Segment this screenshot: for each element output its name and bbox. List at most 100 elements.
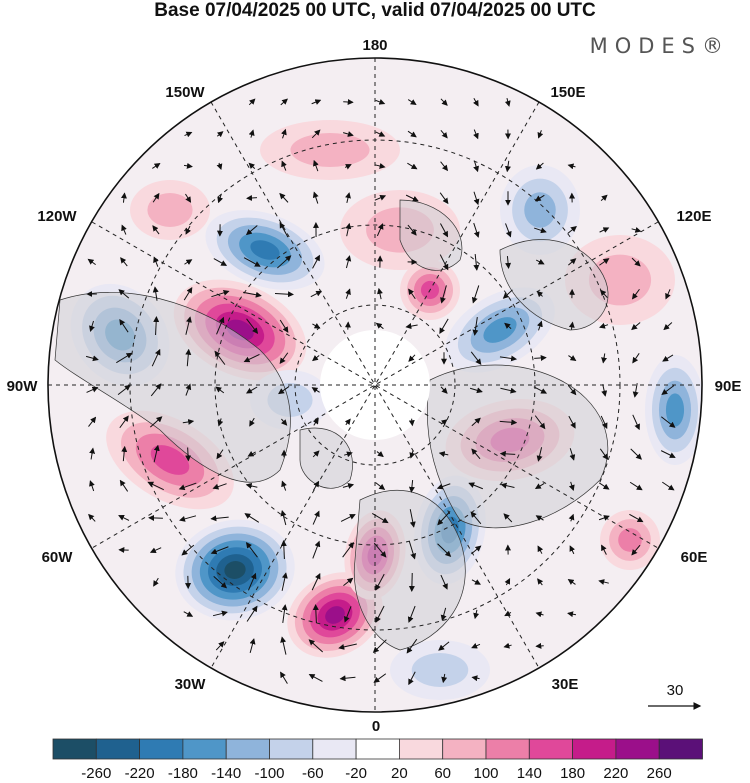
anomaly-contour	[290, 133, 370, 167]
wind-arrow	[375, 131, 386, 137]
wind-arrow	[504, 97, 511, 107]
modes-logo: MODES®	[589, 34, 730, 58]
wind-arrow	[373, 673, 387, 683]
colorbar-tick-label: -220	[125, 765, 155, 782]
wind-arrow	[631, 544, 641, 556]
wind-arrow	[119, 415, 129, 429]
wind-arrow	[504, 578, 511, 586]
wind-arrow	[598, 579, 609, 585]
lon-label-150w: 150W	[165, 84, 205, 101]
wind-arrow	[246, 605, 258, 622]
colorbar-swatch	[225, 738, 270, 760]
wind-arrow	[409, 450, 416, 459]
wind-arrow	[439, 318, 449, 334]
wind-arrow	[119, 318, 129, 333]
wind-arrow	[473, 129, 479, 140]
wind-arrow	[216, 162, 223, 171]
wind-arrow	[662, 354, 674, 362]
wind-arrow	[217, 193, 224, 204]
wind-arrow	[344, 164, 352, 170]
colorbar-tick-label: 140	[517, 765, 542, 782]
wind-arrow	[438, 641, 450, 651]
wind-arrow	[409, 509, 416, 528]
wind-arrow	[210, 515, 229, 522]
wind-arrow	[280, 540, 287, 560]
wind-arrow	[437, 511, 451, 526]
lon-label-120w: 120W	[37, 208, 77, 225]
wind-arrow	[281, 418, 288, 426]
wind-arrow	[216, 131, 224, 138]
wind-arrow	[440, 607, 447, 622]
colorbar-tick-label: 180	[560, 765, 585, 782]
wind-arrow	[535, 642, 544, 649]
wind-arrow	[183, 162, 193, 169]
colorbar-swatch	[528, 738, 573, 760]
wind-arrow	[214, 350, 226, 365]
wind-arrow	[568, 513, 575, 522]
wind-arrow	[569, 448, 576, 461]
wind-arrow	[629, 481, 643, 491]
wind-arrow	[89, 447, 96, 460]
wind-arrow	[185, 383, 192, 396]
wind-arrow	[408, 418, 415, 427]
wind-arrow	[533, 386, 548, 394]
wind-arrow	[567, 225, 577, 234]
wind-arrow	[500, 482, 515, 489]
wind-arrow	[437, 543, 452, 557]
wind-arrow	[121, 445, 128, 462]
wind-arrow	[439, 192, 449, 205]
wind-arrow	[185, 193, 192, 203]
wind-arrow	[440, 574, 448, 590]
wind-arrow	[211, 289, 230, 298]
colorbar-tick-label: -140	[211, 765, 241, 782]
wind-arrow	[472, 317, 479, 336]
wind-arrow	[247, 572, 257, 591]
wind-arrow	[377, 287, 383, 300]
colorbar-swatch	[95, 738, 141, 760]
wind-arrow	[537, 130, 544, 139]
wind-arrow	[149, 547, 162, 554]
wind-arrow	[371, 512, 389, 524]
wind-arrow	[179, 515, 197, 522]
wind-arrow	[599, 322, 609, 329]
wind-arrow	[244, 513, 260, 523]
colorbar-tick-label: 220	[603, 765, 628, 782]
wind-arrow	[87, 258, 96, 266]
wind-arrow	[499, 450, 516, 457]
colorbar-swatch	[269, 738, 314, 760]
wind-arrow	[274, 291, 294, 298]
map-title: Base 07/04/2025 00 UTC, valid 07/04/2025…	[154, 0, 596, 21]
anomaly-contour	[147, 193, 193, 227]
wind-arrow	[312, 254, 320, 269]
wind-arrow	[85, 355, 99, 362]
wind-arrow	[408, 288, 416, 300]
wind-arrow	[439, 254, 449, 271]
wind-arrow	[502, 289, 513, 299]
wind-arrow	[499, 355, 518, 362]
wind-arrow	[342, 483, 355, 489]
anomaly-contour	[618, 528, 642, 552]
wind-arrow	[338, 643, 357, 650]
wind-arrow	[471, 285, 480, 304]
wind-arrow	[471, 579, 481, 585]
wind-arrow	[601, 353, 608, 364]
colorbar-tick-label: -260	[81, 765, 111, 782]
wind-arrow	[473, 254, 480, 271]
lon-label-30w: 30W	[175, 676, 207, 693]
colorbar-swatch	[312, 738, 357, 760]
wind-arrow	[534, 227, 547, 234]
wind-arrow	[248, 129, 255, 138]
wind-arrow	[632, 383, 639, 398]
wind-arrow	[245, 225, 258, 236]
wind-arrow	[630, 448, 642, 460]
wind-arrow	[599, 227, 610, 233]
wind-arrow	[345, 192, 351, 204]
wind-arrow	[568, 355, 577, 361]
wind-arrow	[249, 417, 255, 427]
wind-arrow	[120, 257, 128, 267]
wind-arrow	[343, 98, 354, 105]
wind-arrow	[153, 256, 159, 267]
wind-arrow	[185, 348, 192, 367]
wind-arrow	[440, 223, 449, 238]
